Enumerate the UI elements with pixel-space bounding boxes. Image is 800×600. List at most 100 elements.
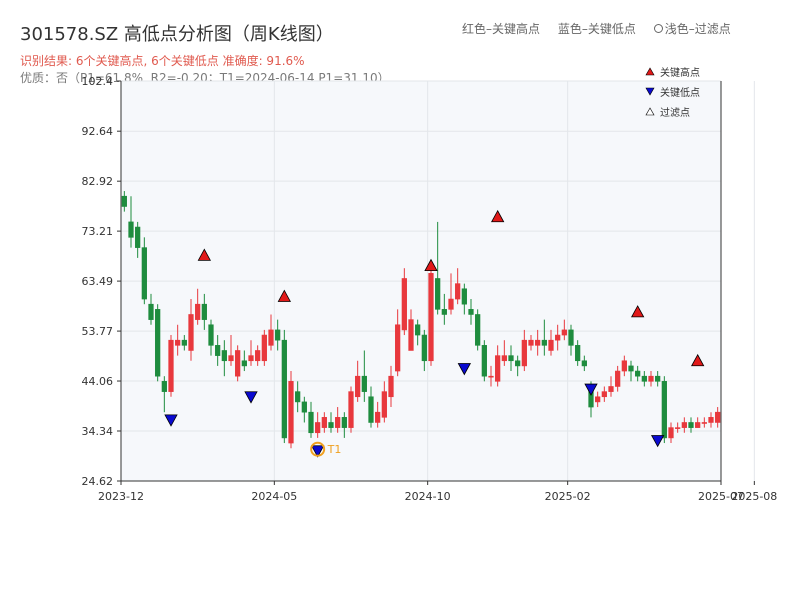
legend-filtered-label: 过滤点	[660, 106, 690, 119]
candle-body	[135, 226, 141, 248]
candle-body	[681, 422, 687, 428]
candle-body	[575, 345, 581, 362]
legend-filtered: 浅色–过滤点	[653, 22, 731, 36]
grid	[120, 80, 755, 482]
candle-body	[215, 345, 221, 356]
candle-body	[301, 401, 307, 413]
candle-body	[568, 329, 574, 346]
x-tick-label: 2025-07	[698, 490, 744, 503]
key-high-marker	[424, 258, 438, 272]
legend-low-label: 关键低点	[660, 86, 700, 99]
candle-body	[268, 329, 274, 346]
candle-body	[715, 411, 721, 423]
candle-body	[675, 427, 681, 429]
candle-body	[668, 427, 674, 439]
candle-body	[408, 319, 414, 351]
candle-body	[695, 422, 701, 428]
candle-body	[395, 324, 401, 372]
candle-body	[621, 360, 627, 372]
y-tick-label: 24.62	[82, 475, 114, 488]
candle-body	[481, 345, 487, 377]
key-high-marker	[197, 248, 212, 261]
candle-body	[401, 278, 407, 331]
candle-body	[468, 309, 474, 315]
candle-body	[701, 422, 707, 424]
candle-body	[181, 339, 187, 346]
candle-body	[661, 381, 667, 439]
candle-body	[561, 329, 567, 336]
candle-body	[375, 411, 381, 423]
candle-body	[128, 221, 134, 238]
top-legend: 红色–关键高点 蓝色–关键低点 浅色–过滤点	[462, 20, 745, 37]
candle-body	[281, 339, 287, 439]
markers: T1	[164, 209, 705, 458]
legend-high-text: 红色–关键高点	[462, 22, 541, 36]
key-high-marker	[277, 289, 292, 302]
candle-body	[628, 365, 634, 372]
candle-body	[488, 375, 494, 378]
key-low-marker	[244, 391, 258, 404]
y-tick-label: 92.64	[82, 125, 114, 138]
key-high-marker	[490, 209, 505, 223]
candle-body	[201, 303, 207, 320]
y-tick-label: 44.06	[82, 375, 114, 388]
candle-body	[535, 339, 541, 346]
candle-body	[188, 314, 194, 351]
y-tick-label: 102.4	[82, 75, 114, 88]
candle-body	[641, 375, 647, 382]
candle-body	[208, 324, 214, 346]
candle-body	[428, 273, 434, 362]
candle-body	[541, 339, 547, 346]
candle-body	[348, 391, 354, 428]
t1-label: T1	[327, 443, 342, 456]
t1-circle	[310, 441, 326, 457]
key-low-marker	[164, 414, 178, 427]
candle-body	[441, 309, 447, 315]
candle-body	[508, 355, 514, 362]
candle-body	[255, 350, 261, 362]
candle-body	[161, 381, 167, 392]
candle-body	[581, 360, 587, 367]
candle-body	[595, 396, 601, 403]
candle-body	[335, 417, 341, 428]
candle-body	[148, 303, 154, 320]
candle-body	[688, 422, 694, 428]
candle-body	[528, 339, 534, 346]
candle-body	[355, 375, 361, 398]
circle-icon	[653, 24, 663, 33]
candle-body	[381, 391, 387, 418]
candle-body	[168, 339, 174, 392]
key-low-marker	[584, 383, 598, 396]
key-low-marker	[457, 363, 472, 376]
legend-low-text: 蓝色–关键低点	[557, 22, 636, 36]
candle-body	[121, 195, 127, 207]
candle-body	[321, 417, 327, 428]
candle-body	[175, 339, 181, 346]
candle-body	[495, 355, 501, 382]
y-tick-label: 34.34	[82, 425, 114, 438]
candle-body	[195, 303, 201, 320]
candle-body	[601, 391, 607, 398]
candle-body	[461, 288, 467, 305]
candle-body	[275, 329, 281, 341]
candle-body	[455, 283, 461, 300]
candle-body	[635, 370, 641, 377]
candle-body	[415, 324, 421, 336]
candles	[121, 191, 721, 449]
legend-low-marker	[645, 87, 655, 96]
candle-body	[548, 339, 554, 351]
candle-body	[248, 355, 254, 362]
candle-body	[648, 375, 654, 382]
candle-body	[421, 334, 427, 362]
candle-body	[141, 247, 147, 300]
candle-body	[308, 411, 314, 434]
x-tick-label: 2024-05	[251, 490, 297, 503]
y-tick-label: 73.21	[82, 225, 114, 238]
candle-body	[368, 396, 374, 423]
candle-body	[241, 360, 247, 367]
candle-body	[515, 360, 521, 367]
x-tick-label: 2025-02	[545, 490, 591, 503]
legend-high-marker	[645, 67, 655, 76]
